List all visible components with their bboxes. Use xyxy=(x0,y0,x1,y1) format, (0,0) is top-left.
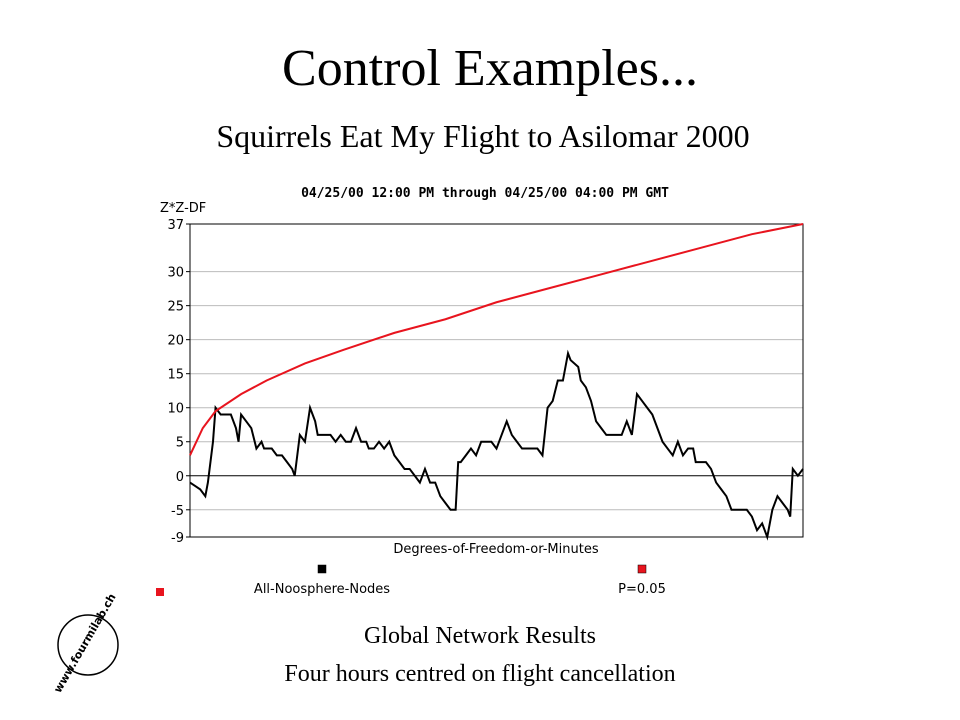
y-tick-label: 37 xyxy=(167,218,184,233)
y-tick-label: 0 xyxy=(176,470,184,485)
plot-frame xyxy=(189,223,804,538)
y-tick-label: 10 xyxy=(167,402,184,417)
decoration xyxy=(156,588,164,596)
logo: www.fourmilab.ch xyxy=(51,591,119,695)
y-tick-label: -5 xyxy=(171,504,184,519)
caption: Global Network Results xyxy=(364,623,596,649)
y-axis-label: Z*Z-DF xyxy=(160,201,206,216)
legend-label: P=0.05 xyxy=(618,582,666,597)
line-series xyxy=(189,349,804,541)
legend-label: All-Noosphere-Nodes xyxy=(254,582,390,597)
slide-title: Control Examples... xyxy=(282,40,698,97)
caption: Four hours centred on flight cancellatio… xyxy=(284,661,675,687)
plot: -9 -5 0 5 10 15 20 25 30 37 All-Noosphere-Nodes P=0… xyxy=(167,218,804,597)
logo-text: www.fourmilab.ch xyxy=(51,591,118,695)
chart-title: 04/25/00 12:00 PM through 04/25/00 04:00… xyxy=(301,186,669,201)
y-tick-label: 15 xyxy=(167,368,184,383)
logo-ring xyxy=(57,614,119,676)
slide-subtitle: Squirrels Eat My Flight to Asilomar 2000 xyxy=(216,118,749,154)
legend-swatch xyxy=(637,564,647,574)
legend-swatch xyxy=(317,564,327,574)
y-tick-label: 25 xyxy=(167,300,184,315)
y-tick-label: 30 xyxy=(167,266,184,281)
x-axis-label: Degrees-of-Freedom-or-Minutes xyxy=(393,542,598,557)
y-tick-label: 20 xyxy=(167,334,184,349)
y-tick-label: -9 xyxy=(171,531,184,546)
y-tick-label: 5 xyxy=(176,436,184,451)
line-series xyxy=(189,223,804,456)
